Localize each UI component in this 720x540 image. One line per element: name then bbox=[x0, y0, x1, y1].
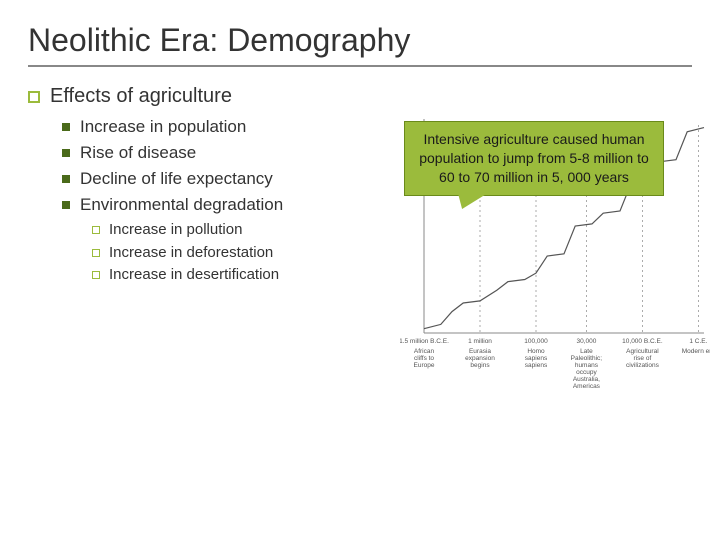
svg-text:sapiens: sapiens bbox=[525, 362, 548, 369]
lvl1-text: Effects of agriculture bbox=[50, 85, 232, 108]
callout-text: Intensive agriculture caused human popul… bbox=[419, 131, 649, 185]
svg-text:10,000 B.C.E.: 10,000 B.C.E. bbox=[622, 338, 663, 345]
callout-box: Intensive agriculture caused human popul… bbox=[404, 121, 664, 196]
svg-text:100,000: 100,000 bbox=[524, 338, 548, 345]
slide-title: Neolithic Era: Demography bbox=[28, 22, 692, 67]
svg-text:rise of: rise of bbox=[634, 355, 652, 362]
svg-text:expansion: expansion bbox=[465, 355, 495, 362]
svg-text:African: African bbox=[414, 348, 435, 355]
filled-square-icon bbox=[62, 149, 70, 157]
square-bullet-icon bbox=[28, 91, 40, 103]
bullet-lvl3: Increase in pollution bbox=[92, 220, 388, 240]
chart-column: 1.5 million B.C.E.Africancliffs toEurope… bbox=[400, 85, 692, 288]
svg-text:civilizations: civilizations bbox=[626, 362, 660, 369]
lvl2-text: Increase in population bbox=[80, 116, 246, 138]
svg-text:Americas: Americas bbox=[573, 383, 601, 390]
filled-square-icon bbox=[62, 201, 70, 209]
lvl2-text: Rise of disease bbox=[80, 142, 196, 164]
lvl2-text: Environmental degradation bbox=[80, 194, 283, 216]
svg-text:1 million: 1 million bbox=[468, 338, 492, 345]
bullet-lvl3: Increase in deforestation bbox=[92, 243, 388, 263]
hollow-square-icon bbox=[92, 249, 100, 257]
bullet-lvl3: Increase in desertification bbox=[92, 265, 388, 285]
lvl3-text: Increase in pollution bbox=[109, 220, 242, 240]
content-row: Effects of agriculture Increase in popul… bbox=[28, 85, 692, 288]
svg-text:begins: begins bbox=[470, 362, 490, 369]
svg-text:Modern era: Modern era bbox=[682, 348, 710, 355]
bullet-lvl2: Environmental degradation bbox=[62, 194, 388, 216]
bullet-lvl2: Increase in population bbox=[62, 116, 388, 138]
svg-text:cliffs to: cliffs to bbox=[414, 355, 434, 362]
svg-text:1.5 million B.C.E.: 1.5 million B.C.E. bbox=[400, 338, 449, 345]
filled-square-icon bbox=[62, 175, 70, 183]
callout-tail-icon bbox=[452, 193, 488, 209]
svg-text:sapiens: sapiens bbox=[525, 355, 548, 362]
svg-text:Homo: Homo bbox=[527, 348, 545, 355]
bullet-lvl2: Rise of disease bbox=[62, 142, 388, 164]
svg-text:humans: humans bbox=[575, 362, 599, 369]
bullet-lvl2: Decline of life expectancy bbox=[62, 168, 388, 190]
svg-text:occupy: occupy bbox=[576, 369, 597, 376]
svg-text:Late: Late bbox=[580, 348, 593, 355]
svg-text:Eurasia: Eurasia bbox=[469, 348, 491, 355]
svg-text:Paleolithic;: Paleolithic; bbox=[571, 355, 603, 362]
svg-text:Australia,: Australia, bbox=[573, 376, 600, 383]
svg-text:1 C.E.: 1 C.E. bbox=[689, 338, 707, 345]
hollow-square-icon bbox=[92, 226, 100, 234]
svg-text:Europe: Europe bbox=[414, 362, 435, 369]
lvl3-text: Increase in desertification bbox=[109, 265, 279, 285]
lvl2-text: Decline of life expectancy bbox=[80, 168, 273, 190]
svg-text:Agricultural: Agricultural bbox=[626, 348, 659, 355]
lvl3-text: Increase in deforestation bbox=[109, 243, 273, 263]
bullet-lvl1: Effects of agriculture bbox=[28, 85, 388, 108]
svg-text:30,000: 30,000 bbox=[576, 338, 596, 345]
bullet-column: Effects of agriculture Increase in popul… bbox=[28, 85, 388, 288]
filled-square-icon bbox=[62, 123, 70, 131]
hollow-square-icon bbox=[92, 271, 100, 279]
